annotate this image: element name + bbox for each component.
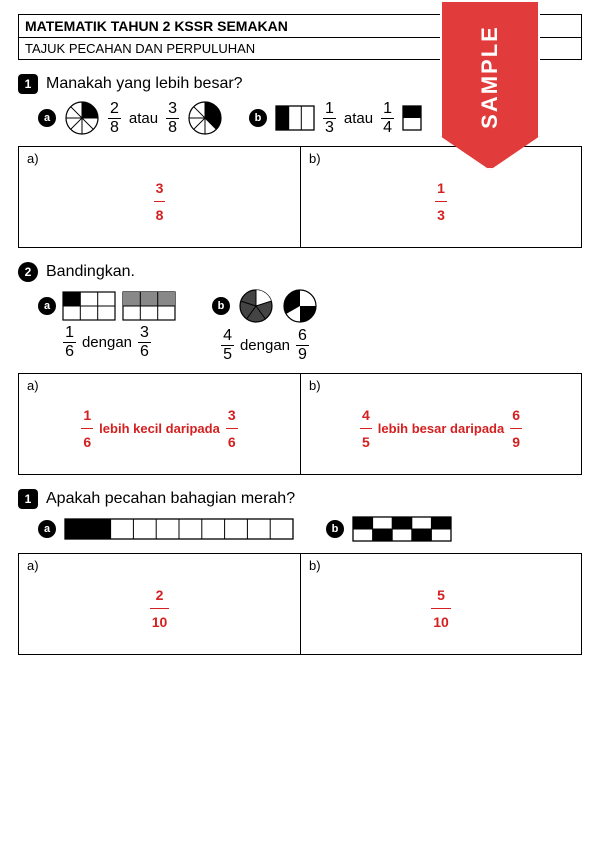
q1a-mid: atau <box>129 110 158 127</box>
q1-line: 1 Manakah yang lebih besar? <box>18 74 582 94</box>
q2-answers: a) 16 lebih kecil daripada 36 b) 45 lebi… <box>18 373 582 475</box>
q3-answers: a) 210 b) 510 <box>18 553 582 655</box>
q3a-badge: a <box>38 520 56 538</box>
q1b-badge: b <box>249 109 267 127</box>
q2-text: Bandingkan. <box>46 263 135 281</box>
q1-number: 1 <box>18 74 38 94</box>
q1b-f1: 13 <box>323 101 336 136</box>
q2-ans-b: b) 45 lebih besar daripada 69 <box>300 374 581 474</box>
pie-4-5-icon <box>238 288 274 324</box>
pie-3-8-icon <box>187 100 223 136</box>
header-row-2: TAJUK PECAHAN DAN PERPULUHAN <box>18 37 582 60</box>
q2-line: 2 Bandingkan. <box>18 262 582 282</box>
q2-number: 2 <box>18 262 38 282</box>
q3-ans-a: a) 210 <box>19 554 300 654</box>
tenths-2-strip-icon <box>64 515 294 543</box>
q1-options: a 28 atau 38 b 13 atau 14 <box>38 100 582 136</box>
q1-ans-a: a) 38 <box>19 147 300 247</box>
q1-answers: a) 38 b) 13 <box>18 146 582 248</box>
header-subtitle: TAJUK PECAHAN DAN PERPULUHAN <box>19 38 491 59</box>
q3-options: a b <box>38 515 582 543</box>
q3-text: Apakah pecahan bahagian merah? <box>46 490 295 508</box>
header-blank-2 <box>491 38 581 59</box>
q2-options: a 16 dengan 36 b <box>38 288 582 363</box>
q2b-block: b 45 dengan 69 <box>212 288 318 363</box>
q3-line: 1 Apakah pecahan bahagian merah? <box>18 489 582 509</box>
q1-ans-b-frac: 13 <box>435 181 447 222</box>
header-title: MATEMATIK TAHUN 2 KSSR SEMAKAN <box>19 15 491 37</box>
q2a-block: a 16 dengan 36 <box>38 291 176 360</box>
thirds-1-icon <box>275 102 315 134</box>
pie-2-8-icon <box>64 100 100 136</box>
sixths-3-icon <box>122 291 176 321</box>
q1-text: Manakah yang lebih besar? <box>46 75 243 93</box>
tenths-5-grid-icon <box>352 515 452 543</box>
q3b-badge: b <box>326 520 344 538</box>
q2-ans-a: a) 16 lebih kecil daripada 36 <box>19 374 300 474</box>
header-row-1: MATEMATIK TAHUN 2 KSSR SEMAKAN <box>18 14 582 37</box>
q1-ans-b: b) 13 <box>300 147 581 247</box>
q1a-badge: a <box>38 109 56 127</box>
q3-number: 1 <box>18 489 38 509</box>
header-blank-1 <box>491 15 581 37</box>
q1b-mid: atau <box>344 110 373 127</box>
q1-ans-a-frac: 38 <box>154 181 166 222</box>
q1a-f2: 38 <box>166 101 179 136</box>
q2a-badge: a <box>38 297 56 315</box>
q2b-badge: b <box>212 297 230 315</box>
q3-ans-b: b) 510 <box>300 554 581 654</box>
sixths-1-icon <box>62 291 116 321</box>
worksheet-page: MATEMATIK TAHUN 2 KSSR SEMAKAN TAJUK PEC… <box>0 0 600 669</box>
q1b-f2: 14 <box>381 101 394 136</box>
q1a-f1: 28 <box>108 101 121 136</box>
quarters-1-icon <box>402 102 422 134</box>
pie-6-9-icon <box>282 288 318 324</box>
